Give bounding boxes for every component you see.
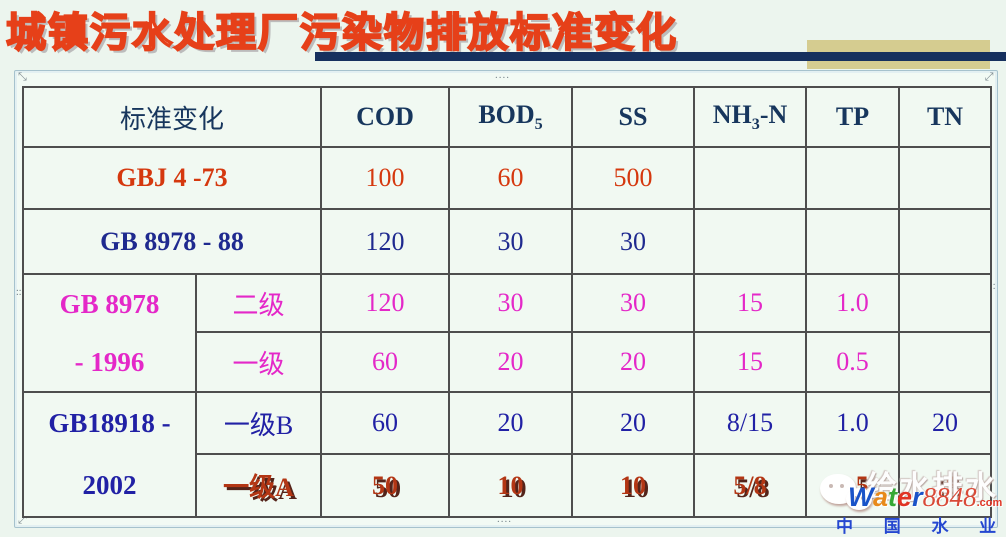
header-nh3n-sub: 3 — [751, 116, 760, 134]
table-row-gb8978-96-grade2: GB 8978 - 1996 二级 120 30 30 15 1.0 — [22, 273, 993, 393]
cell-96-erji-nh3n[interactable]: 15 — [693, 273, 808, 333]
header-nh3n-tail: -N — [759, 99, 788, 129]
header-nh3n[interactable]: NH3-N — [693, 86, 808, 148]
cell-18918-yijia-cod[interactable]: 50 — [320, 453, 451, 518]
cell-96-erji-cod[interactable]: 120 — [320, 273, 451, 333]
header-cod[interactable]: COD — [320, 86, 451, 148]
title-underline-bar — [315, 52, 1006, 61]
cell-gbj473-bod5[interactable]: 60 — [448, 146, 574, 210]
cell-gbj473-cod[interactable]: 100 — [320, 146, 451, 210]
watermark-brand-en: Water8848.com — [848, 484, 1002, 517]
cell-grade-yiji[interactable]: 一级 — [194, 331, 323, 393]
table-row-gb8978-88: GB 8978 - 88 120 30 30 — [21, 208, 993, 275]
cell-96-yiji-nh3n[interactable]: 15 — [693, 331, 808, 393]
cell-18918-yijib-cod[interactable]: 60 — [320, 391, 451, 455]
standards-table[interactable]: 标准变化 COD BOD5 SS NH3-N TP TN GBJ 4 -73 1… — [21, 86, 993, 518]
cell-96-yiji-ss[interactable]: 20 — [571, 331, 696, 393]
cell-18918-yijia-nh3n[interactable]: 5/8 — [693, 453, 808, 518]
cell-18918-yijia-ss[interactable]: 10 — [571, 453, 696, 518]
cell-96-yiji-cod[interactable]: 60 — [320, 331, 451, 393]
wechat-icon-small-bubble — [846, 488, 872, 510]
cell-96-erji-tp[interactable]: 1.0 — [805, 273, 901, 333]
watermark: 给水排水 Water8848.com 中 国 水 业 网 — [808, 460, 1006, 536]
cell-gb8978-88-ss[interactable]: 30 — [571, 208, 696, 275]
watermark-letter: e — [897, 482, 913, 512]
cell-gb8978-88-tp[interactable] — [805, 208, 901, 275]
cell-standard-gbj473[interactable]: GBJ 4 -73 — [21, 146, 323, 210]
cell-grade-yijib[interactable]: 一级B — [194, 391, 323, 455]
header-ss[interactable]: SS — [571, 86, 696, 148]
drag-handle-bottom[interactable]: ∙∙∙∙ — [497, 516, 512, 528]
cell-96-yiji-tn[interactable] — [898, 331, 993, 393]
cell-96-erji-tn[interactable] — [898, 273, 993, 333]
watermark-letter: r — [912, 482, 923, 512]
cell-18918-yijia-tn[interactable]: 15 — [898, 453, 993, 518]
cell-96-yiji-tp[interactable]: 0.5 — [805, 331, 901, 393]
cell-96-erji-bod5[interactable]: 30 — [448, 273, 574, 333]
cell-grade-erji[interactable]: 二级 — [194, 273, 323, 333]
watermark-site-name: 中 国 水 业 网 — [836, 517, 1006, 536]
cell-standard-gb8978-88[interactable]: GB 8978 - 88 — [21, 208, 323, 275]
header-tp-label: TP — [835, 102, 870, 131]
cell-18918-yijib-ss[interactable]: 20 — [571, 391, 696, 455]
watermark-brand-cn: 给水排水 — [866, 470, 998, 505]
header-cod-label: COD — [356, 102, 414, 131]
cell-18918-yijib-tn[interactable]: 20 — [898, 391, 993, 455]
cell-18918-yijib-nh3n[interactable]: 8/15 — [693, 391, 808, 455]
drag-handle-left[interactable]: ∙∙∙∙ — [16, 285, 22, 301]
cell-gb8978-88-cod[interactable]: 120 — [320, 208, 451, 275]
header-tp[interactable]: TP — [805, 86, 901, 148]
cell-gb8978-88-bod5[interactable]: 30 — [448, 208, 574, 275]
cell-gbj473-ss[interactable]: 500 — [571, 146, 696, 210]
header-bod5-sub: 5 — [534, 116, 543, 134]
header-bod5[interactable]: BOD5 — [448, 86, 574, 148]
drag-handle-right[interactable]: ∙∙∙∙ — [990, 279, 996, 295]
table-row-header: 标准变化 COD BOD5 SS NH3-N TP TN — [21, 86, 993, 148]
cell-standard-gb8978-96[interactable]: GB 8978 - 1996 — [22, 273, 197, 393]
watermark-letter: W — [848, 482, 873, 512]
cell-gbj473-nh3n[interactable] — [693, 146, 808, 210]
watermark-number: 8848 — [922, 482, 977, 512]
cell-18918-yijia-bod5[interactable]: 10 — [448, 453, 574, 518]
cell-grade-yijia[interactable]: 一级A — [194, 453, 323, 518]
header-ss-label: SS — [618, 102, 648, 131]
cell-gb8978-88-nh3n[interactable] — [693, 208, 808, 275]
resize-handle-top-right[interactable]: ⤡ — [985, 70, 994, 83]
watermark-domain: .com — [976, 497, 1003, 509]
header-nh3n-label: NH — [712, 99, 752, 129]
cell-96-erji-ss[interactable]: 30 — [571, 273, 696, 333]
cell-18918-yijib-tp[interactable]: 1.0 — [805, 391, 901, 455]
header-standard-change[interactable]: 标准变化 — [21, 86, 323, 148]
cell-18918-yijib-bod5[interactable]: 20 — [448, 391, 574, 455]
watermark-letter: t — [888, 482, 898, 512]
cell-gb8978-88-tn[interactable] — [898, 208, 993, 275]
standard-label-line2: 2002 — [82, 469, 137, 500]
table-row-gbj473: GBJ 4 -73 100 60 500 — [21, 146, 993, 210]
cell-gbj473-tn[interactable] — [898, 146, 993, 210]
cell-gbj473-tp[interactable] — [805, 146, 901, 210]
header-tn[interactable]: TN — [898, 86, 993, 148]
standard-label-line1: GB18918 - — [48, 408, 171, 439]
table-row-gb8978-96-grade1: 一级 60 20 20 15 0.5 — [23, 331, 993, 393]
cell-standard-gb18918[interactable]: GB18918 - 2002 — [22, 391, 197, 518]
standard-label-line1: GB 8978 — [59, 288, 160, 319]
header-bod5-label: BOD — [478, 99, 535, 129]
header-tn-label: TN — [926, 102, 964, 131]
watermark-letter: a — [873, 482, 889, 512]
drag-handle-top[interactable]: ∙∙∙∙ — [495, 72, 510, 84]
standard-label-line2: - 1996 — [74, 346, 145, 377]
cell-96-yiji-bod5[interactable]: 20 — [448, 331, 574, 393]
page-title: 城镇污水处理厂污染物排放标准变化 — [5, 9, 678, 56]
resize-handle-top-left[interactable]: ⤡ — [18, 70, 27, 83]
table-row-gb18918-grade1b: GB18918 - 2002 一级B 60 20 20 8/15 1.0 20 — [22, 391, 993, 518]
